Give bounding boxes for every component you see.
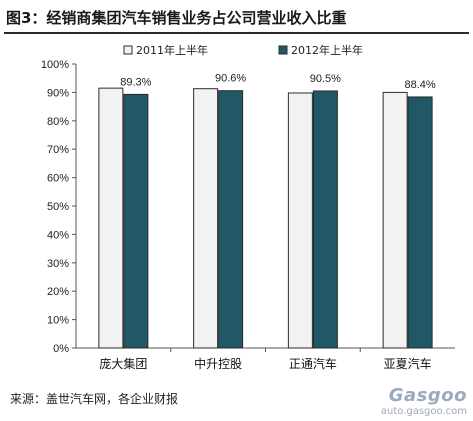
legend-label: 2012年上半年 [291,43,363,57]
chart-title: 图3：经销商集团汽车销售业务占公司营业收入比重 [6,9,347,27]
data-label: 90.6% [215,73,246,85]
legend-swatch [278,45,288,55]
y-tick-label: 60% [47,173,69,185]
bar-2012 [123,93,149,349]
watermark-url: auto.gasgoo.com [380,406,467,417]
x-tick-label: 亚夏汽车 [384,356,432,371]
source-note: 来源：盖世汽车网，各企业财报 [10,392,179,406]
y-tick-label: 70% [47,144,69,156]
bar-2011 [287,92,313,349]
y-tick-label: 20% [47,286,69,298]
data-label: 89.3% [120,76,151,88]
legend-swatch [123,45,133,55]
data-label: 88.4% [405,79,436,91]
bar-2012 [218,90,244,349]
y-tick-label: 50% [47,201,69,213]
bar-2012 [407,96,433,349]
data-label: 90.5% [310,73,341,85]
x-tick-label: 庞大集团 [99,356,147,371]
legend-label: 2011年上半年 [136,43,208,57]
bar-2012 [312,90,338,349]
watermark: Gasgoo auto.gasgoo.com [381,385,467,417]
bar-2011 [382,91,408,349]
bar-2011 [193,88,219,349]
y-tick-label: 0% [53,343,69,355]
title-underline [4,32,469,34]
y-tick-label: 40% [47,229,69,241]
bar-2011 [98,87,124,349]
y-tick-label: 100% [41,59,69,71]
x-tick-label: 正通汽车 [289,356,337,371]
watermark-logo: Gasgoo [388,385,467,406]
x-tick-label: 中升控股 [194,356,242,371]
y-tick-label: 30% [47,258,69,270]
y-tick-label: 10% [47,315,69,327]
y-tick-label: 80% [47,116,69,128]
y-tick-label: 90% [47,87,69,99]
